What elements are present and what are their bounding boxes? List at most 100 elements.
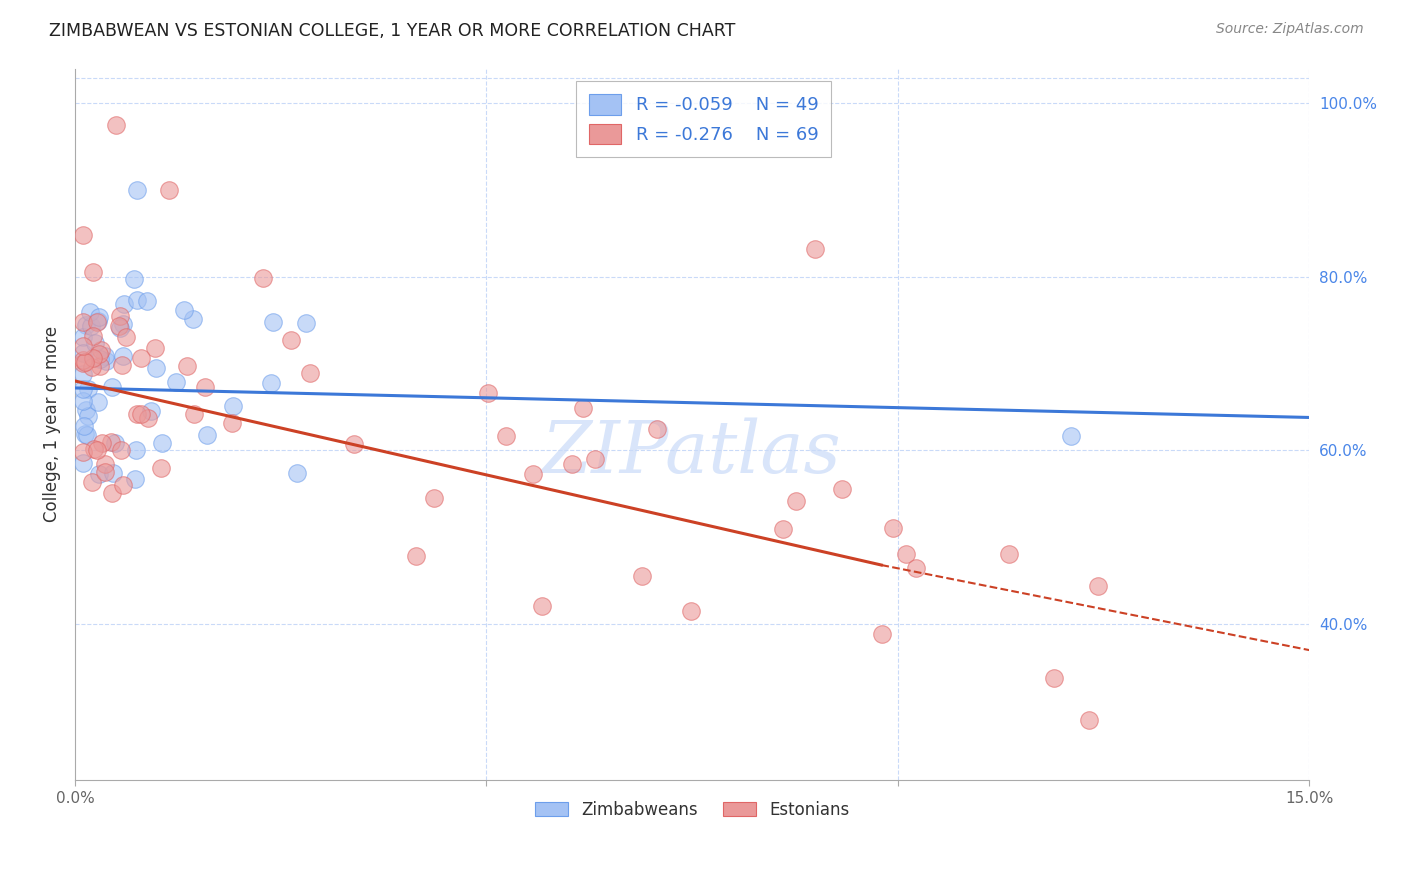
Point — [831, 482, 853, 496]
Point — [1043, 671, 1066, 685]
Point — [181, 312, 204, 326]
Point — [572, 401, 595, 416]
Point — [72, 346, 94, 360]
Point — [77, 382, 100, 396]
Point — [157, 183, 180, 197]
Point — [72, 330, 94, 344]
Point — [894, 547, 917, 561]
Point — [252, 271, 274, 285]
Point — [165, 375, 187, 389]
Point — [108, 319, 131, 334]
Point — [91, 436, 114, 450]
Point — [495, 428, 517, 442]
Point — [111, 317, 134, 331]
Point — [194, 380, 217, 394]
Point — [72, 367, 94, 381]
Point — [197, 428, 219, 442]
Point — [298, 366, 321, 380]
Point — [1077, 713, 1099, 727]
Point — [72, 339, 94, 353]
Point — [80, 319, 103, 334]
Point — [72, 353, 94, 368]
Point — [785, 494, 807, 508]
Point — [103, 466, 125, 480]
Point — [294, 316, 316, 330]
Point — [112, 297, 135, 311]
Point — [76, 428, 98, 442]
Point — [73, 426, 96, 441]
Point — [89, 351, 111, 366]
Point — [149, 460, 172, 475]
Point — [1087, 579, 1109, 593]
Text: ZIPatlas: ZIPatlas — [543, 417, 842, 488]
Point — [83, 442, 105, 457]
Point — [125, 183, 148, 197]
Point — [94, 349, 117, 363]
Point — [645, 422, 668, 436]
Point — [75, 318, 97, 332]
Point — [82, 329, 104, 343]
Point — [75, 403, 97, 417]
Point — [531, 599, 554, 613]
Point — [1059, 428, 1081, 442]
Point — [112, 349, 135, 363]
Point — [904, 561, 927, 575]
Point — [114, 330, 136, 344]
Text: Source: ZipAtlas.com: Source: ZipAtlas.com — [1216, 22, 1364, 37]
Point — [405, 549, 427, 564]
Point — [108, 320, 131, 334]
Point — [127, 293, 149, 307]
Point — [87, 310, 110, 324]
Point — [143, 341, 166, 355]
Point — [105, 118, 128, 132]
Point — [80, 359, 103, 374]
Point — [94, 465, 117, 479]
Point — [173, 302, 195, 317]
Point — [72, 456, 94, 470]
Point — [72, 445, 94, 459]
Point — [477, 386, 499, 401]
Point — [100, 435, 122, 450]
Point — [998, 547, 1021, 561]
Point — [222, 400, 245, 414]
Point — [94, 457, 117, 471]
Point — [139, 404, 162, 418]
Point — [77, 409, 100, 423]
Point — [145, 361, 167, 376]
Legend: Zimbabweans, Estonians: Zimbabweans, Estonians — [527, 794, 856, 825]
Point — [679, 604, 702, 618]
Point — [83, 335, 105, 350]
Point — [583, 452, 606, 467]
Point — [125, 407, 148, 421]
Point — [94, 354, 117, 368]
Point — [870, 627, 893, 641]
Point — [122, 272, 145, 286]
Point — [110, 309, 132, 323]
Point — [86, 315, 108, 329]
Point — [72, 419, 94, 434]
Point — [72, 315, 94, 329]
Point — [804, 242, 827, 256]
Point — [129, 407, 152, 421]
Point — [104, 436, 127, 450]
Point — [79, 305, 101, 319]
Point — [86, 442, 108, 457]
Point — [423, 491, 446, 505]
Point — [138, 411, 160, 425]
Point — [87, 467, 110, 481]
Point — [150, 435, 173, 450]
Point — [522, 467, 544, 481]
Point — [135, 294, 157, 309]
Point — [90, 343, 112, 357]
Point — [280, 333, 302, 347]
Point — [772, 522, 794, 536]
Point — [75, 355, 97, 369]
Point — [124, 472, 146, 486]
Point — [561, 458, 583, 472]
Point — [176, 359, 198, 373]
Point — [112, 478, 135, 492]
Point — [882, 520, 904, 534]
Point — [110, 443, 132, 458]
Point — [129, 351, 152, 366]
Point — [183, 407, 205, 421]
